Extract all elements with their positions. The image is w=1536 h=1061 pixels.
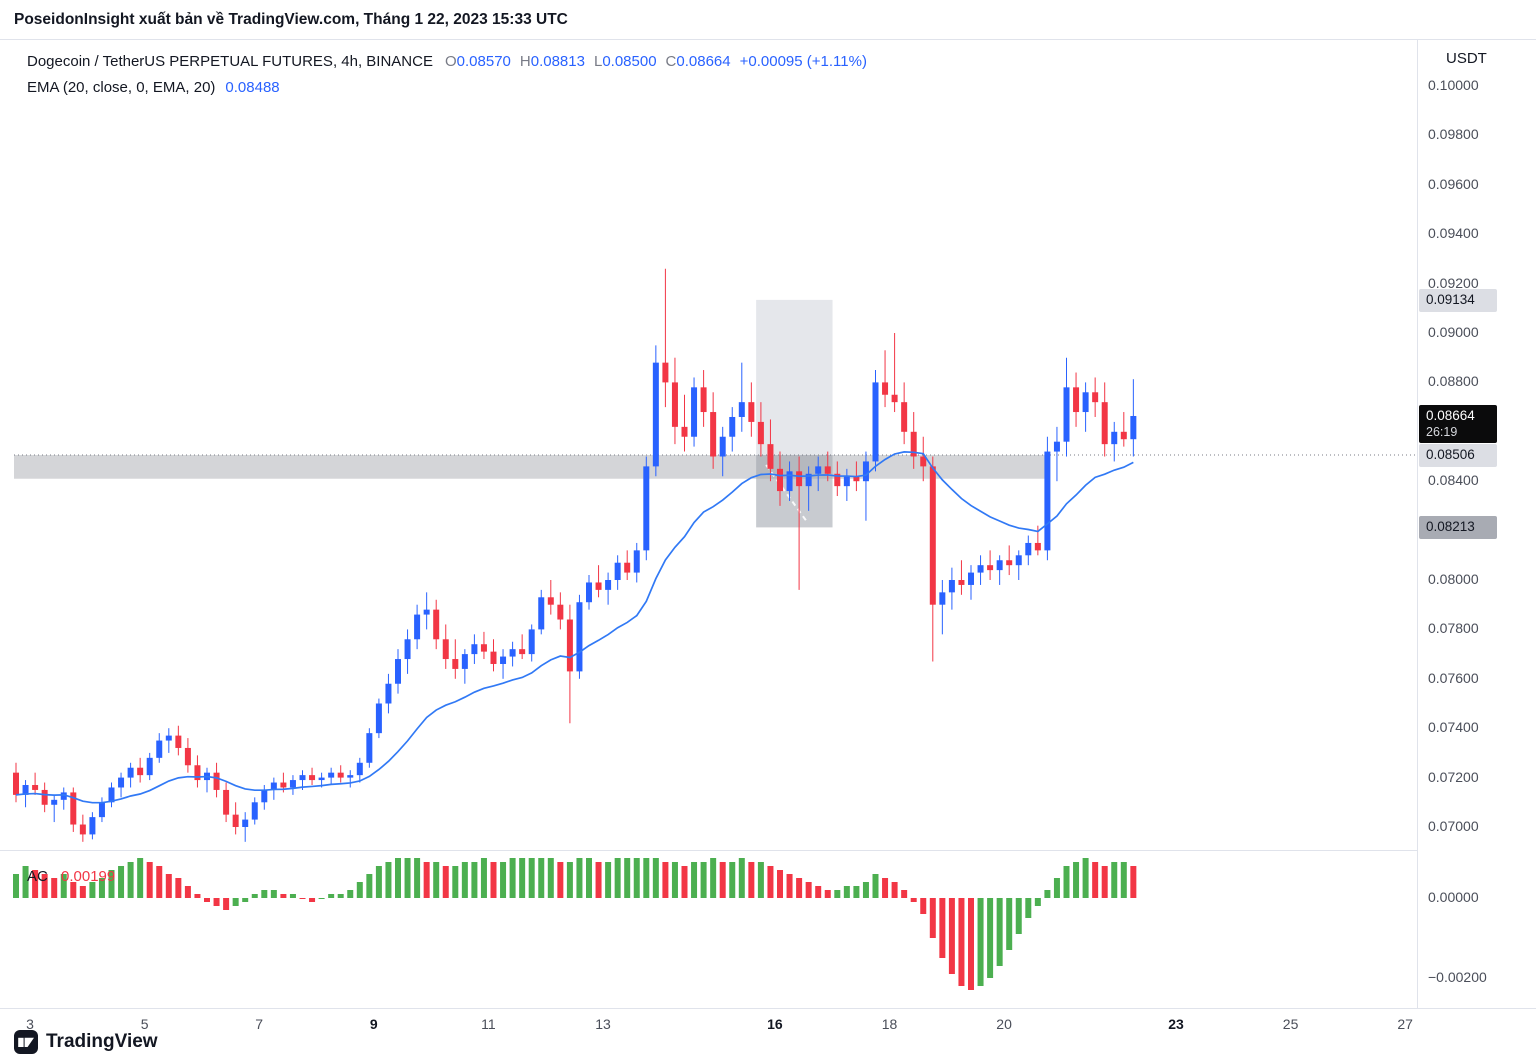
low-value: 0.08500	[602, 52, 657, 70]
open-value: 0.08570	[456, 52, 511, 70]
time-tick-label: 25	[1282, 1016, 1299, 1032]
time-tick-label: 11	[481, 1016, 496, 1032]
close-value: 0.08664	[676, 52, 731, 70]
bar-countdown: 26:19	[1426, 424, 1458, 439]
low-label: L	[593, 52, 603, 70]
price-tick-label: 0.08800	[1428, 373, 1479, 390]
price-tick-label: 0.09600	[1428, 175, 1479, 192]
last-price-value: 0.08664	[1426, 407, 1475, 423]
high-label: H	[519, 52, 531, 70]
box-zone-upper[interactable]	[756, 299, 833, 456]
time-tick-label: 3	[26, 1016, 34, 1032]
price-tick-label: 0.08000	[1428, 571, 1479, 587]
ema-label: EMA (20, close, 0, EMA, 20)	[27, 78, 216, 96]
price-tick-label: 0.09200	[1428, 274, 1479, 291]
price-tick-label: 0.07400	[1428, 719, 1479, 736]
high-value: 0.08813	[530, 52, 585, 70]
ema-legend-row[interactable]: EMA (20, close, 0, EMA, 20) 0.08488	[27, 74, 867, 100]
footer-brand[interactable]: TradingView	[46, 1031, 158, 1052]
zones-layer[interactable]	[14, 299, 1048, 528]
ac-indicator-label: AC	[27, 868, 48, 885]
price-tick-label: 0.09000	[1428, 324, 1479, 340]
horizontal-zone[interactable]	[14, 455, 1048, 479]
symbol-legend-row[interactable]: Dogecoin / TetherUS PERPETUAL FUTURES, 4…	[27, 48, 867, 74]
attribution-text: PoseidonInsight xuất bản về TradingView.…	[14, 10, 568, 28]
chart-legend: Dogecoin / TetherUS PERPETUAL FUTURES, 4…	[27, 48, 867, 100]
attribution-bar: PoseidonInsight xuất bản về TradingView.…	[0, 0, 1536, 40]
time-tick-label: 20	[996, 1016, 1012, 1032]
price-tick-label: 0.07800	[1428, 620, 1479, 637]
ema-value: 0.08488	[225, 78, 280, 96]
price-badge-zone-entry: 0.08506	[1419, 444, 1497, 467]
candles-layer[interactable]	[13, 268, 1137, 842]
price-axis-currency: USDT	[1446, 50, 1487, 67]
open-label: O	[444, 52, 457, 70]
time-tick-label: 27	[1397, 1016, 1413, 1032]
time-axis[interactable]: 3 5 7 9 11 13 16 18 20 23 25 27	[0, 1008, 1536, 1061]
time-tick-label: 18	[881, 1016, 898, 1032]
price-badge-zone-bottom: 0.08213	[1419, 516, 1497, 540]
ac-histogram-layer[interactable]	[13, 858, 1137, 990]
change-value: +0.00095 (+1.11%)	[739, 52, 867, 70]
indicator-tick-label: −0.00200	[1428, 969, 1487, 985]
ema-line[interactable]	[15, 451, 1134, 804]
price-tick-label: 0.07600	[1428, 669, 1479, 686]
price-tick-label: 0.09800	[1428, 126, 1479, 143]
ac-indicator-value: 0.00199	[61, 868, 116, 885]
price-tick-label: 0.07200	[1428, 768, 1479, 785]
time-tick-label: 16	[767, 1016, 783, 1032]
price-tick-label: 0.09400	[1428, 225, 1479, 242]
last-price-badge: 0.08664 26:19	[1419, 404, 1497, 444]
time-tick-label: 5	[140, 1016, 149, 1032]
price-tick-label: 0.07000	[1428, 818, 1479, 834]
price-tick-label: 0.10000	[1428, 77, 1479, 93]
time-tick-label: 7	[255, 1016, 264, 1032]
pane-separator[interactable]	[0, 850, 1536, 851]
close-label: C	[665, 52, 677, 70]
time-tick-label: 13	[595, 1016, 611, 1032]
time-tick-label: 23	[1168, 1016, 1184, 1032]
price-tick-label: 0.08400	[1428, 472, 1479, 489]
price-badge-zone-entry-value: 0.08506	[1426, 447, 1475, 463]
tradingview-logo-icon[interactable]	[14, 1030, 38, 1054]
price-badge-zone-top-value: 0.09134	[1426, 291, 1475, 307]
symbol-title: Dogecoin / TetherUS PERPETUAL FUTURES, 4…	[27, 52, 433, 70]
ac-legend-row[interactable]: AC 0.00199	[27, 868, 115, 885]
indicator-tick-label: 0.00000	[1428, 889, 1479, 905]
price-badge-zone-top: 0.09134	[1419, 288, 1497, 312]
price-badge-zone-bottom-value: 0.08213	[1426, 519, 1475, 535]
time-tick-label: 9	[369, 1016, 378, 1032]
price-axis[interactable]: USDT 0.10000 0.09800 0.09600 0.09400 0.09200…	[1417, 40, 1536, 1008]
footer: TradingView	[14, 1030, 158, 1054]
